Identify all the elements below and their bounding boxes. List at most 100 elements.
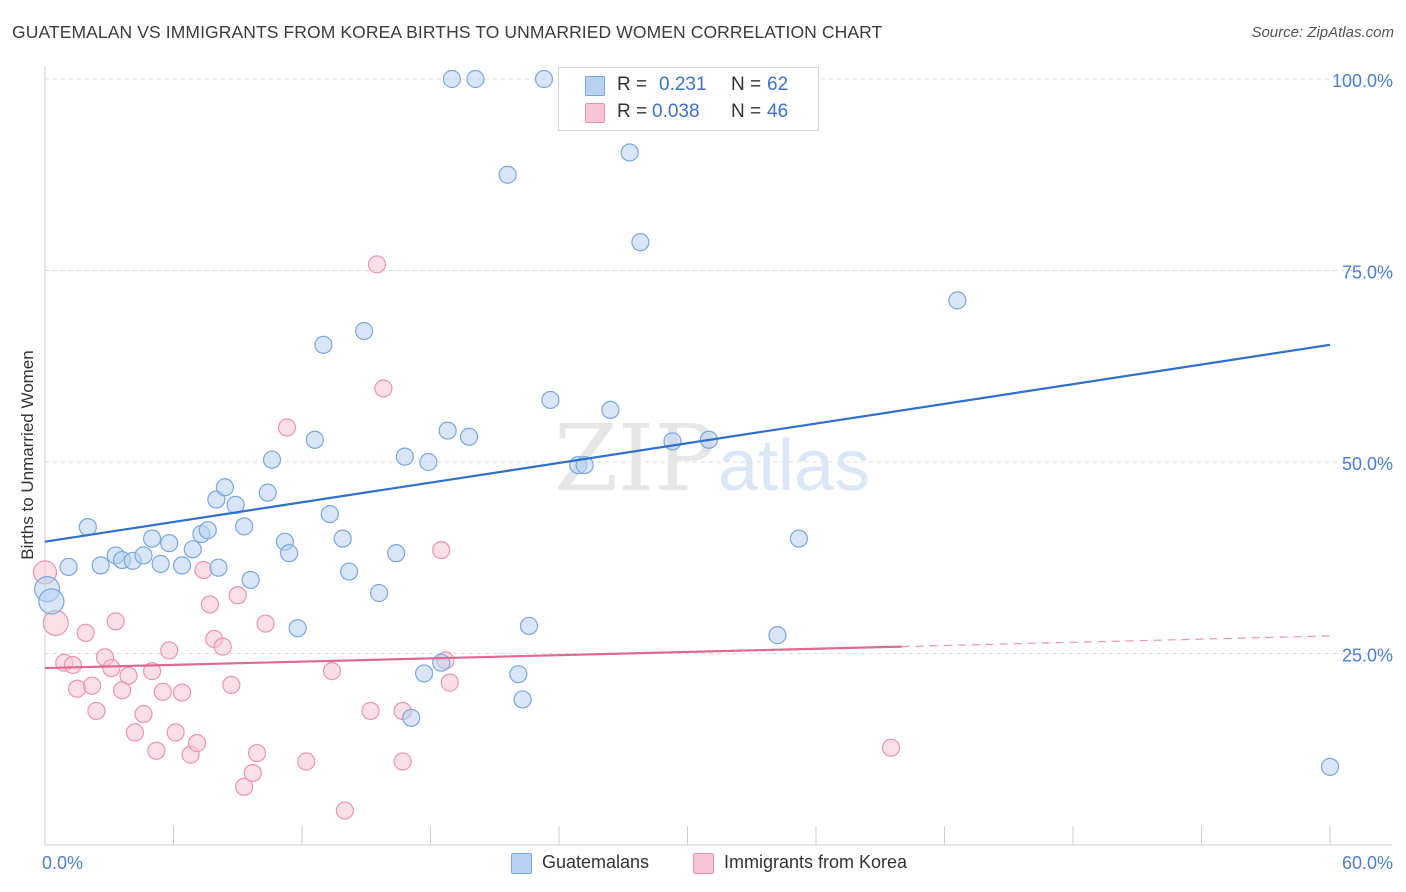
data-point-guatemalans bbox=[432, 653, 451, 672]
data-point-guatemalans bbox=[355, 321, 374, 341]
data-point-guatemalans bbox=[288, 619, 307, 638]
data-point-guatemalans bbox=[235, 517, 254, 536]
legend-n-value: 62 bbox=[767, 74, 789, 95]
data-point-guatemalans bbox=[513, 690, 532, 709]
bottom-legend-label: Guatemalans bbox=[542, 852, 650, 872]
data-point-korea bbox=[243, 763, 262, 783]
series-korea-points bbox=[32, 255, 901, 820]
data-point-guatemalans bbox=[258, 483, 277, 502]
data-point-guatemalans bbox=[948, 291, 967, 310]
trend-line-korea-extension bbox=[901, 635, 1331, 648]
data-point-guatemalans bbox=[395, 447, 414, 466]
trend-lines bbox=[44, 343, 1331, 670]
y-axis-label: Births to Unmarried Women bbox=[18, 350, 37, 559]
data-point-guatemalans bbox=[209, 558, 228, 577]
series-guatemalans-points bbox=[34, 69, 1340, 776]
data-point-guatemalans bbox=[466, 69, 485, 89]
trend-line-guatemalans bbox=[44, 343, 1331, 543]
data-point-korea bbox=[125, 723, 145, 742]
data-point-guatemalans bbox=[262, 450, 282, 469]
data-point-guatemalans bbox=[620, 143, 639, 162]
data-point-korea bbox=[367, 255, 387, 274]
legend-n-label: N = bbox=[731, 74, 762, 95]
bottom-legend-swatch-pink bbox=[693, 853, 714, 874]
data-point-guatemalans bbox=[78, 518, 97, 537]
data-point-korea bbox=[256, 614, 275, 633]
data-point-korea bbox=[153, 682, 172, 701]
data-point-guatemalans bbox=[215, 478, 234, 497]
data-point-korea bbox=[277, 418, 297, 437]
data-point-guatemalans bbox=[91, 556, 110, 575]
data-point-korea bbox=[160, 641, 179, 660]
data-point-guatemalans bbox=[498, 165, 517, 184]
data-point-guatemalans bbox=[151, 554, 170, 573]
data-point-korea bbox=[440, 673, 459, 692]
data-point-korea bbox=[119, 666, 138, 685]
stats-legend: R = 0.231 N = 62 R = 0.038 N = 46 bbox=[558, 67, 819, 131]
data-point-guatemalans bbox=[340, 562, 359, 581]
data-point-korea bbox=[228, 586, 247, 605]
bottom-legend-label: Immigrants from Korea bbox=[724, 852, 908, 872]
data-point-korea bbox=[87, 701, 106, 721]
data-point-korea bbox=[361, 701, 380, 721]
data-point-guatemalans bbox=[438, 421, 457, 440]
chart-title: GUATEMALAN VS IMMIGRANTS FROM KOREA BIRT… bbox=[12, 22, 883, 42]
data-point-guatemalans bbox=[333, 529, 352, 548]
data-point-guatemalans bbox=[59, 557, 78, 577]
data-point-korea bbox=[235, 777, 254, 796]
data-point-korea bbox=[83, 676, 102, 695]
data-point-korea bbox=[213, 637, 232, 656]
data-point-guatemalans bbox=[419, 452, 438, 472]
data-point-korea bbox=[68, 679, 87, 698]
data-point-korea bbox=[166, 723, 185, 742]
trend-line-korea bbox=[44, 645, 902, 670]
data-point-guatemalans bbox=[534, 69, 554, 89]
legend-swatch-blue bbox=[585, 76, 605, 96]
data-point-korea bbox=[297, 752, 316, 771]
data-point-guatemalans bbox=[519, 616, 539, 636]
data-point-korea bbox=[322, 662, 342, 681]
data-point-guatemalans bbox=[601, 400, 620, 420]
data-point-korea bbox=[247, 743, 267, 763]
data-point-guatemalans bbox=[414, 664, 434, 683]
legend-n-value: 46 bbox=[767, 101, 789, 122]
data-point-guatemalans bbox=[1320, 757, 1340, 776]
data-point-korea bbox=[172, 683, 192, 702]
data-point-guatemalans bbox=[575, 455, 594, 475]
bottom-legend-swatch-blue bbox=[511, 853, 532, 874]
data-point-guatemalans bbox=[142, 529, 162, 548]
legend-n-label: N = bbox=[731, 101, 762, 122]
legend-swatch-pink bbox=[585, 103, 605, 123]
y-tick-label: 100.0% bbox=[1332, 71, 1393, 91]
data-point-korea bbox=[76, 623, 95, 642]
data-point-korea bbox=[102, 658, 121, 678]
data-point-guatemalans bbox=[387, 544, 406, 563]
data-point-guatemalans bbox=[241, 570, 260, 590]
data-point-korea bbox=[200, 595, 220, 614]
data-point-korea bbox=[187, 734, 207, 753]
y-tick-label: 75.0% bbox=[1342, 263, 1393, 283]
data-point-korea bbox=[63, 655, 82, 675]
data-point-guatemalans bbox=[280, 544, 299, 563]
x-tick-label: 0.0% bbox=[42, 853, 83, 873]
legend-r-label: R = bbox=[617, 74, 648, 95]
data-point-guatemalans bbox=[509, 665, 528, 684]
legend-r-label: R = bbox=[617, 101, 648, 122]
legend-r-value: 0.231 bbox=[659, 74, 707, 95]
data-point-korea bbox=[106, 612, 125, 631]
tick-labels: 25.0% 50.0% 75.0% 100.0% 0.0% 60.0% bbox=[42, 71, 1393, 873]
data-point-guatemalans bbox=[370, 583, 389, 603]
watermark-atlas: atlas bbox=[718, 426, 870, 506]
data-point-guatemalans bbox=[789, 529, 808, 548]
data-point-korea bbox=[335, 801, 354, 820]
data-point-korea bbox=[881, 738, 901, 757]
data-point-guatemalans bbox=[402, 708, 421, 727]
data-point-guatemalans bbox=[305, 430, 324, 449]
data-point-guatemalans bbox=[768, 626, 787, 645]
data-point-guatemalans bbox=[631, 233, 650, 252]
axes bbox=[44, 66, 1392, 846]
data-point-korea bbox=[393, 752, 412, 771]
data-point-korea bbox=[42, 609, 69, 636]
data-point-guatemalans bbox=[134, 546, 153, 565]
data-point-korea bbox=[194, 560, 213, 580]
